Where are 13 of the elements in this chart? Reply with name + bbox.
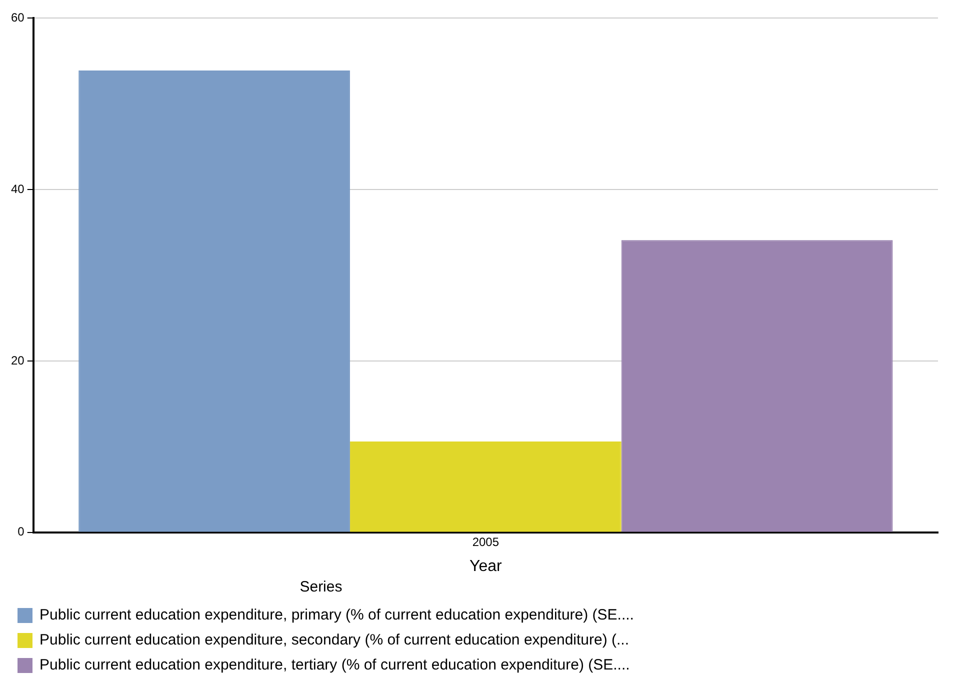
legend-label: Public current education expenditure, tertiary (% of current education expenditure) (SE.... <box>40 656 630 674</box>
x-tick-label: 2005 <box>472 534 500 549</box>
legend-label: Public current education expenditure, secondary (% of current education expenditure) (... <box>40 632 629 649</box>
legend-title: Series <box>300 578 342 596</box>
x-axis-title: Year <box>470 558 503 575</box>
legend-label: Public current education expenditure, primary (% of current education expenditure) (SE.... <box>40 606 634 624</box>
y-tick-label: 60 <box>10 10 25 25</box>
y-tick-label: 20 <box>10 353 25 368</box>
bar <box>350 442 622 532</box>
y-tick-label: 0 <box>18 524 25 539</box>
bar <box>78 70 350 532</box>
bar <box>621 240 893 532</box>
y-tick-label: 40 <box>10 182 25 196</box>
